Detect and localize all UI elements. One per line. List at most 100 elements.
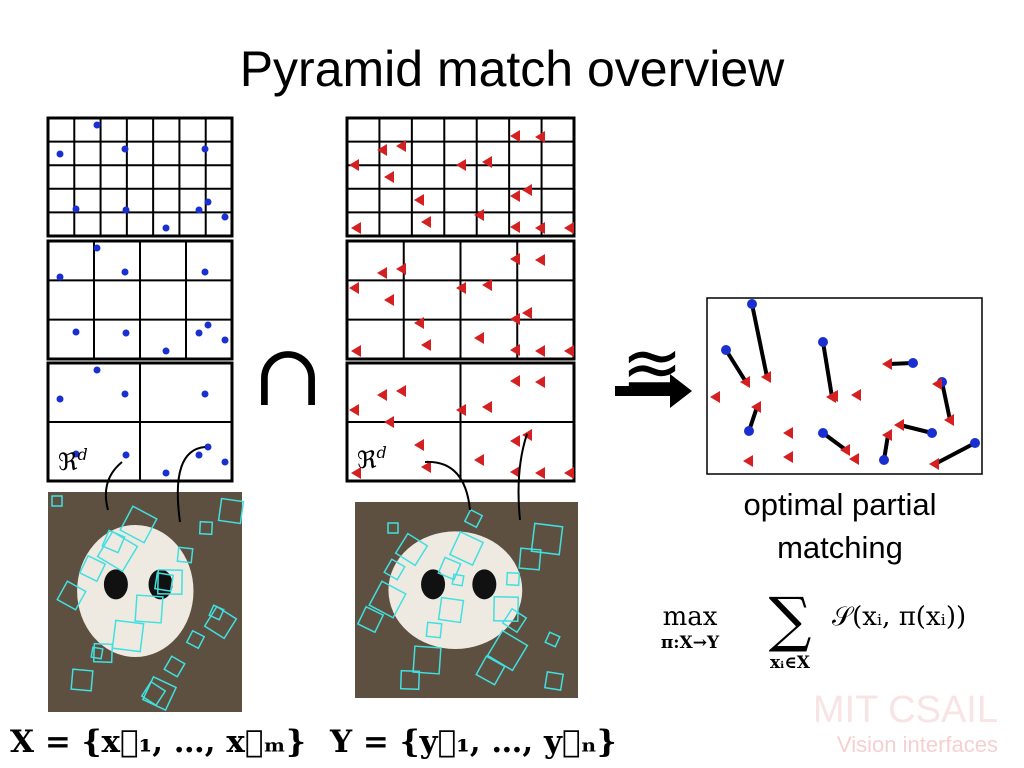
point [743,455,753,467]
set-y: Y = {y⃗₁, …, y⃗ₙ} [329,724,617,760]
point [72,328,80,336]
feature-box [51,495,63,507]
point [414,439,424,451]
point [535,345,545,357]
point [56,273,64,281]
point [751,401,761,413]
point [56,150,64,158]
point [201,268,209,276]
point [377,389,387,401]
match-line [724,348,748,384]
space-label: ℜd [357,443,387,474]
point [93,366,101,374]
point [121,145,129,153]
point [377,267,387,279]
arrow [615,374,692,408]
grid-frame [345,116,576,238]
grid-frame [345,361,576,483]
point [93,121,101,129]
point [710,391,720,403]
point [474,209,484,221]
point [564,222,574,234]
feature-box [399,669,421,691]
feature-box [217,497,245,525]
title: Pyramid match overview [240,41,785,97]
point [421,339,431,351]
feature-box [368,580,407,619]
feature-box [543,670,565,692]
point [195,451,203,459]
arrow [104,461,123,511]
point [564,345,574,357]
point [783,427,793,439]
point [204,321,212,329]
point [351,345,361,357]
caption: optimal partial [744,487,937,522]
match-line [934,441,976,466]
feature-box [111,619,145,653]
feature-box [437,556,462,581]
point [535,467,545,479]
point [72,450,80,458]
point [510,221,520,233]
point [510,375,520,387]
approx-symbol: ≊ [621,327,683,413]
point [740,376,750,388]
point [162,469,170,477]
point [474,332,484,344]
point [121,268,129,276]
point [414,194,424,206]
point [882,358,892,370]
space-label: ℜd [58,445,88,476]
label-base: ℜ [357,446,377,474]
point [482,156,492,168]
point [510,313,520,325]
match-line [821,341,834,398]
feature-box [394,532,429,567]
point [840,444,850,456]
point [414,317,424,329]
feature-box [437,596,465,624]
point [522,184,532,196]
label-sup: d [377,443,387,462]
point [970,438,980,448]
feature-box [203,605,238,640]
point [929,458,939,470]
feature-box [448,530,485,567]
point [221,458,229,466]
point [221,336,229,344]
point [201,145,209,153]
point [818,428,828,438]
point [349,404,359,416]
formula-sum-sub: xᵢ∈X [770,653,811,673]
point [535,254,545,266]
match-line [899,423,933,435]
panda-face [388,531,523,649]
grid-frame [46,239,234,361]
point [535,222,545,234]
set-x: X = {x⃗₁, …, x⃗ₘ} [10,724,306,760]
point [162,224,170,232]
caption: matching [777,530,903,565]
arrow [176,446,206,523]
formula-max-sub: π:X→Y [661,633,720,653]
intersection-symbol: ∩ [252,326,324,426]
feature-box [518,547,542,571]
grid-frame [345,239,576,361]
point [510,130,520,142]
point [456,282,466,294]
formula-sum: ∑ [769,585,812,655]
feature-box [140,680,167,707]
feature-box [505,571,521,587]
point [535,131,545,143]
watermark: Vision interfaces [837,732,998,757]
point [396,385,406,397]
point [944,414,954,426]
point [927,428,937,438]
panda-face [77,525,194,657]
feature-box [96,530,139,573]
point [384,416,394,428]
feature-box [90,646,104,660]
feature-box [198,520,214,536]
